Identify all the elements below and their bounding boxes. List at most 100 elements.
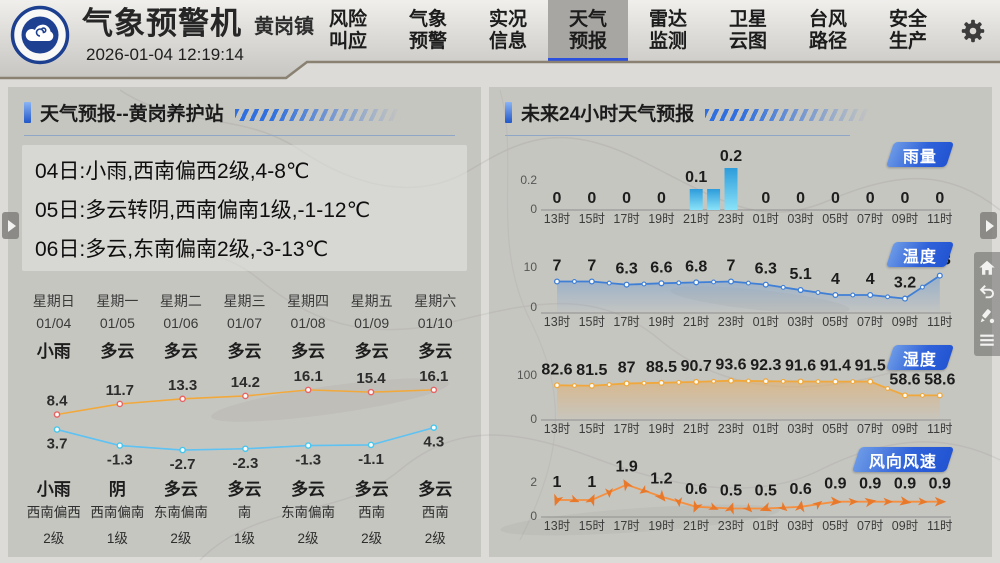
svg-text:11时: 11时 (927, 315, 953, 329)
svg-text:0: 0 (831, 190, 840, 207)
play-arrow-icon (986, 219, 994, 232)
week-wind-direction-cell: 西南偏南 (90, 505, 145, 520)
svg-text:1.9: 1.9 (615, 459, 637, 476)
svg-text:-1.1: -1.1 (358, 451, 384, 468)
nav-tab-weather-forecast[interactable]: 天气 预报 (548, 0, 628, 62)
week-night-weather-cell: 多云 (291, 480, 326, 499)
svg-text:100: 100 (517, 368, 537, 382)
svg-text:15时: 15时 (579, 519, 606, 533)
svg-text:17时: 17时 (613, 422, 640, 436)
three-day-forecast-box: 04日:小雨,西南偏西2级,4-8℃ 05日:多云转阴,西南偏南1级,-1-12℃… (22, 145, 467, 271)
svg-text:07时: 07时 (857, 422, 884, 436)
panel-prev-arrow[interactable] (2, 212, 19, 239)
play-arrow-icon (8, 219, 16, 232)
panel-next-arrow[interactable] (980, 212, 997, 239)
svg-text:05时: 05时 (822, 315, 849, 329)
nav-tab-weather-warning[interactable]: 气象 预警 (408, 8, 447, 52)
week-wind-level-cell: 1级 (233, 531, 255, 546)
svg-text:19时: 19时 (648, 315, 675, 329)
nav-tab-live-info[interactable]: 实况 信息 (488, 8, 527, 52)
right-panel-title-text: 未来24小时天气预报 (521, 104, 695, 125)
forecast-line: 06日:多云,东南偏南2级,-3-13℃ (35, 238, 329, 261)
week-wind-level-cell: 2级 (43, 531, 65, 546)
svg-text:01时: 01时 (753, 422, 780, 436)
svg-text:05时: 05时 (822, 519, 849, 533)
app-header: 气象预警机 黄岗镇 2026-01-04 12:19:14 风险 叫应 气象 预警 实况… (0, 0, 1000, 79)
svg-text:0.9: 0.9 (859, 476, 881, 493)
svg-text:19时: 19时 (648, 422, 675, 436)
svg-text:13时: 13时 (544, 315, 571, 329)
week-wind-direction-cell: 西南 (358, 505, 386, 520)
svg-text:13时: 13时 (544, 212, 571, 226)
svg-text:4: 4 (866, 271, 875, 288)
left-panel-title: 天气预报--黄岗养护站 (24, 99, 455, 136)
nav-tab-risk-call[interactable]: 风险 叫应 (328, 8, 367, 52)
svg-text:88.5: 88.5 (646, 359, 677, 376)
svg-text:0: 0 (901, 190, 910, 207)
svg-text:15.4: 15.4 (356, 370, 386, 387)
weekly-temperature-chart: 8.4 11.7 13.3 14.2 16.1 15.4 16.1 3.7 -1.3 -2.7 -2… (47, 368, 449, 473)
svg-text:17时: 17时 (613, 212, 640, 226)
svg-text:09时: 09时 (892, 422, 919, 436)
week-night-weather-cell: 阴 (108, 480, 126, 499)
svg-text:0.1: 0.1 (685, 169, 707, 186)
week-dates-row: 01/04 01/05 01/06 01/07 01/08 01/09 01/10 (22, 315, 467, 331)
svg-text:0: 0 (530, 300, 537, 314)
svg-text:2: 2 (530, 475, 537, 489)
week-date-cell: 01/09 (354, 315, 390, 331)
wind-chart-block: 风向风速 13时 15时 17时 19时 21时 23时 01时 03时 05时 07时 09时 11… (489, 439, 992, 544)
nav-tab-typhoon-track[interactable]: 台风 路径 (808, 8, 847, 52)
svg-text:0.5: 0.5 (755, 483, 777, 500)
svg-text:91.6: 91.6 (785, 358, 816, 375)
svg-text:0.5: 0.5 (720, 483, 742, 500)
svg-text:-1.3: -1.3 (107, 452, 133, 469)
svg-text:0: 0 (530, 412, 537, 426)
svg-text:6.3: 6.3 (755, 261, 777, 278)
svg-text:07时: 07时 (857, 212, 884, 226)
svg-text:09时: 09时 (892, 519, 919, 533)
temperature-chart-block: 温度 13时 15时 17时 19时 21时 23时 01时 03时 05时 07时 09时 11时 1… (489, 232, 992, 332)
menu-icon[interactable] (978, 331, 996, 349)
svg-text:03时: 03时 (787, 422, 814, 436)
svg-text:4.3: 4.3 (423, 434, 444, 451)
svg-text:6.6: 6.6 (650, 259, 672, 276)
home-icon[interactable] (978, 259, 996, 277)
annotate-icon[interactable] (978, 307, 996, 325)
svg-text:1.2: 1.2 (650, 471, 672, 488)
svg-text:01时: 01时 (753, 212, 780, 226)
rain-chart-block: 雨量 13时 15时 17时 19时 21时 23时 01时 03时 05时 07时 09时 11时 0… (489, 135, 992, 227)
svg-text:14.2: 14.2 (231, 374, 260, 391)
svg-text:21时: 21时 (683, 422, 710, 436)
week-date-cell: 01/08 (290, 315, 326, 331)
week-wind-direction-cell: 西南偏西 (26, 505, 81, 520)
nav-tab-radar-monitor[interactable]: 雷达 监测 (648, 8, 687, 52)
nav-tab-safety-production[interactable]: 安全 生产 (888, 8, 927, 52)
week-date-cell: 01/07 (226, 315, 263, 331)
svg-text:0: 0 (530, 509, 537, 523)
svg-text:13.3: 13.3 (168, 377, 197, 394)
settings-gear-icon[interactable] (960, 18, 986, 44)
svg-text:-2.7: -2.7 (170, 456, 196, 473)
jiangxi-meteorology-logo (10, 5, 70, 65)
svg-text:0: 0 (622, 190, 631, 207)
nav-tab-satellite-cloud[interactable]: 卫星 云图 (728, 8, 767, 52)
week-day-cell: 星期一 (96, 293, 139, 309)
week-night-weather-cell: 多云 (163, 480, 198, 499)
week-night-weather-row: 小雨 阴 多云 多云 多云 多云 多云 (22, 475, 467, 500)
svg-text:81.5: 81.5 (576, 362, 607, 379)
svg-text:91.4: 91.4 (820, 358, 851, 375)
week-date-cell: 01/04 (36, 315, 72, 331)
week-date-cell: 01/10 (417, 315, 453, 331)
week-wind-direction-row: 西南偏西 西南偏南 东南偏南南东南偏南 西南 西南 (22, 501, 467, 521)
svg-text:0: 0 (796, 190, 805, 207)
svg-text:1: 1 (553, 474, 562, 491)
title-chevron-decoration (705, 108, 881, 121)
week-wind-level-cell: 2级 (170, 531, 192, 546)
week-day-cell: 星期三 (223, 293, 266, 309)
svg-text:82.6: 82.6 (541, 361, 572, 378)
week-day-cell: 星期四 (287, 293, 330, 309)
svg-text:0.9: 0.9 (894, 476, 916, 493)
week-wind-direction-cell: 西南 (421, 505, 449, 520)
week-night-weather-cell: 多云 (418, 480, 453, 499)
undo-icon[interactable] (978, 283, 996, 301)
